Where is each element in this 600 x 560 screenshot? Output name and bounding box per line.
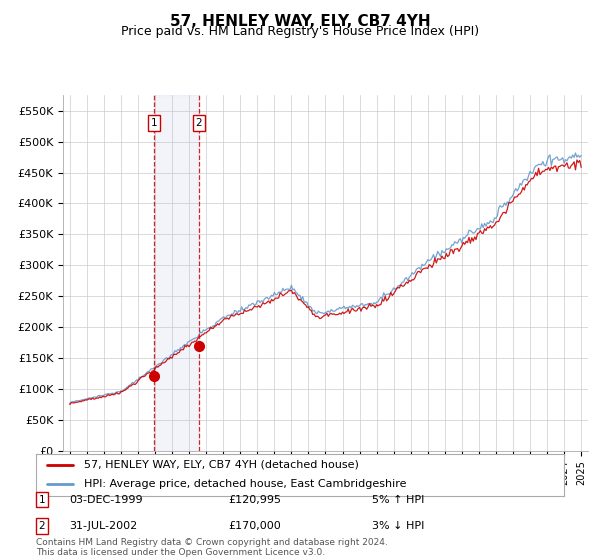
Text: 2: 2 [196,118,202,128]
Text: 1: 1 [38,494,46,505]
Text: 03-DEC-1999: 03-DEC-1999 [69,494,143,505]
Text: HPI: Average price, detached house, East Cambridgeshire: HPI: Average price, detached house, East… [83,479,406,489]
Text: 57, HENLEY WAY, ELY, CB7 4YH: 57, HENLEY WAY, ELY, CB7 4YH [170,14,430,29]
Text: £170,000: £170,000 [228,521,281,531]
Text: 31-JUL-2002: 31-JUL-2002 [69,521,137,531]
Text: 2: 2 [38,521,46,531]
Text: 57, HENLEY WAY, ELY, CB7 4YH (detached house): 57, HENLEY WAY, ELY, CB7 4YH (detached h… [83,460,358,470]
Text: 5% ↑ HPI: 5% ↑ HPI [372,494,424,505]
Text: 3% ↓ HPI: 3% ↓ HPI [372,521,424,531]
Text: £120,995: £120,995 [228,494,281,505]
Text: 1: 1 [151,118,157,128]
Text: Price paid vs. HM Land Registry's House Price Index (HPI): Price paid vs. HM Land Registry's House … [121,25,479,38]
Bar [154,95,199,451]
Text: Contains HM Land Registry data © Crown copyright and database right 2024.
This d: Contains HM Land Registry data © Crown c… [36,538,388,557]
